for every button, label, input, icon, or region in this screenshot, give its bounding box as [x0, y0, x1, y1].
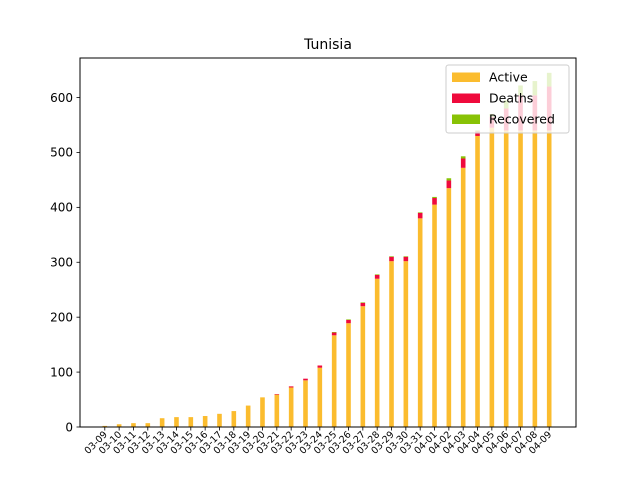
bar-deaths-04-04 [475, 131, 480, 136]
y-tick-label: 200 [50, 310, 73, 324]
bar-active-03-09 [102, 425, 108, 427]
plot-frame [79, 57, 577, 428]
bar-active-03-13 [159, 418, 165, 427]
legend-label-deaths: Deaths [489, 91, 533, 106]
bar-recovered-03-31 [417, 212, 423, 213]
y-tick-label: 500 [50, 146, 73, 160]
bar-active-04-04 [475, 135, 480, 427]
bar-recovered-03-26 [346, 319, 351, 320]
bar-recovered-04-02 [446, 178, 452, 181]
bar-deaths-03-23 [303, 378, 308, 381]
bar-active-03-21 [274, 394, 280, 427]
bar-deaths-04-03 [460, 158, 466, 168]
bar-recovered-03-29 [389, 256, 394, 257]
y-tick-label: 600 [50, 91, 73, 105]
y-tick-label: 100 [50, 365, 73, 379]
bar-recovered-04-01 [432, 196, 437, 199]
bars-group [102, 72, 552, 428]
legend-label-active: Active [489, 70, 528, 85]
bar-active-03-10 [116, 424, 122, 427]
bar-active-03-12 [145, 423, 151, 427]
legend-swatch-recovered [452, 114, 480, 124]
bar-active-04-09 [546, 130, 552, 428]
bar-active-03-22 [288, 387, 294, 427]
legend-swatch-active [452, 72, 480, 82]
bar-active-03-26 [346, 323, 351, 427]
y-tick-label: 400 [50, 201, 73, 215]
bar-active-04-07 [518, 130, 523, 428]
bar-active-03-29 [389, 261, 394, 427]
bar-recovered-03-25 [331, 332, 337, 333]
bar-recovered-03-27 [360, 302, 366, 303]
y-axis: 0 100 200 300 400 500 600 [50, 91, 80, 434]
bar-deaths-03-30 [403, 256, 409, 262]
bar-deaths-03-25 [331, 332, 337, 336]
legend-swatch-deaths [452, 93, 480, 103]
bar-active-03-20 [260, 397, 265, 427]
bar-deaths-03-27 [360, 302, 366, 307]
bar-active-03-27 [360, 306, 366, 427]
bar-active-03-30 [403, 261, 409, 427]
bar-active-03-31 [417, 218, 423, 427]
bar-deaths-03-24 [317, 365, 323, 368]
bar-active-03-15 [188, 417, 194, 427]
x-axis: 03-0903-1003-1103-1203-1303-1403-1503-16… [83, 427, 554, 457]
bar-deaths-04-01 [432, 198, 437, 205]
bar-active-03-28 [374, 278, 380, 427]
y-tick-label: 0 [65, 420, 73, 434]
bar-active-04-05 [489, 127, 495, 428]
bar-active-03-19 [245, 405, 251, 427]
bar-deaths-04-02 [446, 180, 452, 189]
bar-deaths-03-29 [389, 256, 394, 262]
bar-active-03-14 [174, 417, 179, 427]
bar-deaths-03-31 [417, 212, 423, 219]
bar-deaths-03-21 [274, 394, 280, 395]
bar-active-03-18 [231, 411, 237, 427]
bar-recovered-03-30 [403, 256, 409, 257]
chart-title: Tunisia [303, 37, 352, 53]
bar-active-03-11 [131, 423, 136, 427]
legend-label-recovered: Recovered [489, 112, 555, 127]
legend: Active Deaths Recovered [445, 64, 570, 134]
bar-deaths-03-22 [288, 386, 294, 388]
bar-deaths-03-28 [374, 274, 380, 279]
bar-active-03-16 [202, 416, 208, 427]
bar-active-04-01 [432, 204, 437, 427]
y-tick-label: 300 [50, 256, 73, 270]
bar-deaths-03-26 [346, 319, 351, 324]
bar-active-03-25 [331, 335, 337, 427]
bar-active-04-03 [460, 167, 466, 427]
bar-recovered-03-28 [374, 274, 380, 275]
bar-active-04-02 [446, 188, 452, 427]
bar-active-04-06 [503, 130, 509, 428]
bar-active-03-24 [317, 367, 323, 427]
bar-active-03-23 [303, 380, 308, 427]
bar-recovered-04-03 [460, 156, 466, 159]
bar-active-04-08 [532, 130, 538, 428]
bar-active-03-17 [217, 413, 222, 427]
